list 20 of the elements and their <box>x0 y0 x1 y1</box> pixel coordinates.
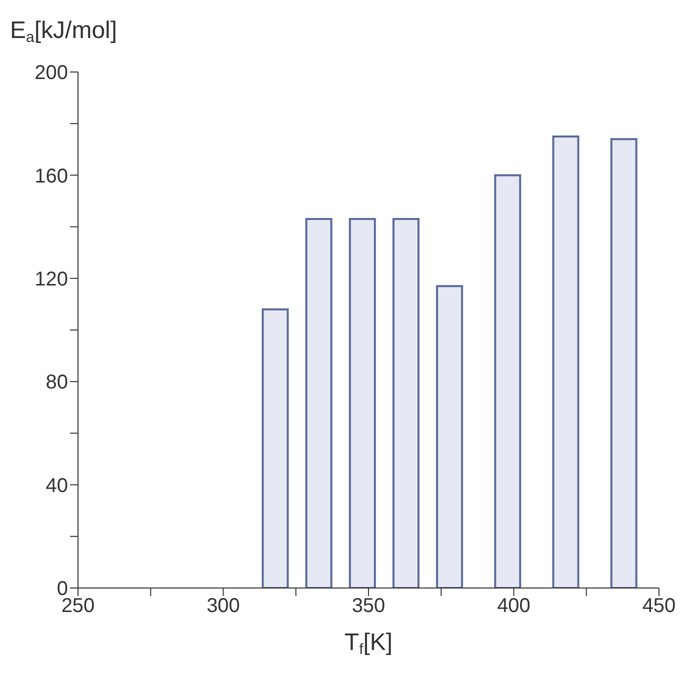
bar <box>610 138 638 588</box>
y-tick-label: 200 <box>34 62 68 84</box>
x-tick-label: 450 <box>642 595 676 618</box>
y-tick-label: 80 <box>46 372 68 394</box>
x-tick-label: 250 <box>61 595 95 618</box>
x-axis-title: T$_{f}$[K] <box>344 629 393 658</box>
x-tick-label: 350 <box>352 595 386 618</box>
bar <box>392 218 420 588</box>
x-tick-label: 400 <box>497 595 530 618</box>
bar <box>305 218 332 588</box>
bar <box>436 285 464 588</box>
bar <box>348 218 376 588</box>
y-tick-label: 120 <box>34 268 68 290</box>
y-tick-label: 160 <box>34 165 68 188</box>
y-tick-label: 40 <box>46 474 68 497</box>
y-axis-title: E$_{a}$[kJ/mol] <box>10 17 118 46</box>
bar <box>262 308 289 588</box>
bar <box>552 136 580 588</box>
bar <box>494 174 522 588</box>
x-tick-label: 300 <box>206 595 240 618</box>
